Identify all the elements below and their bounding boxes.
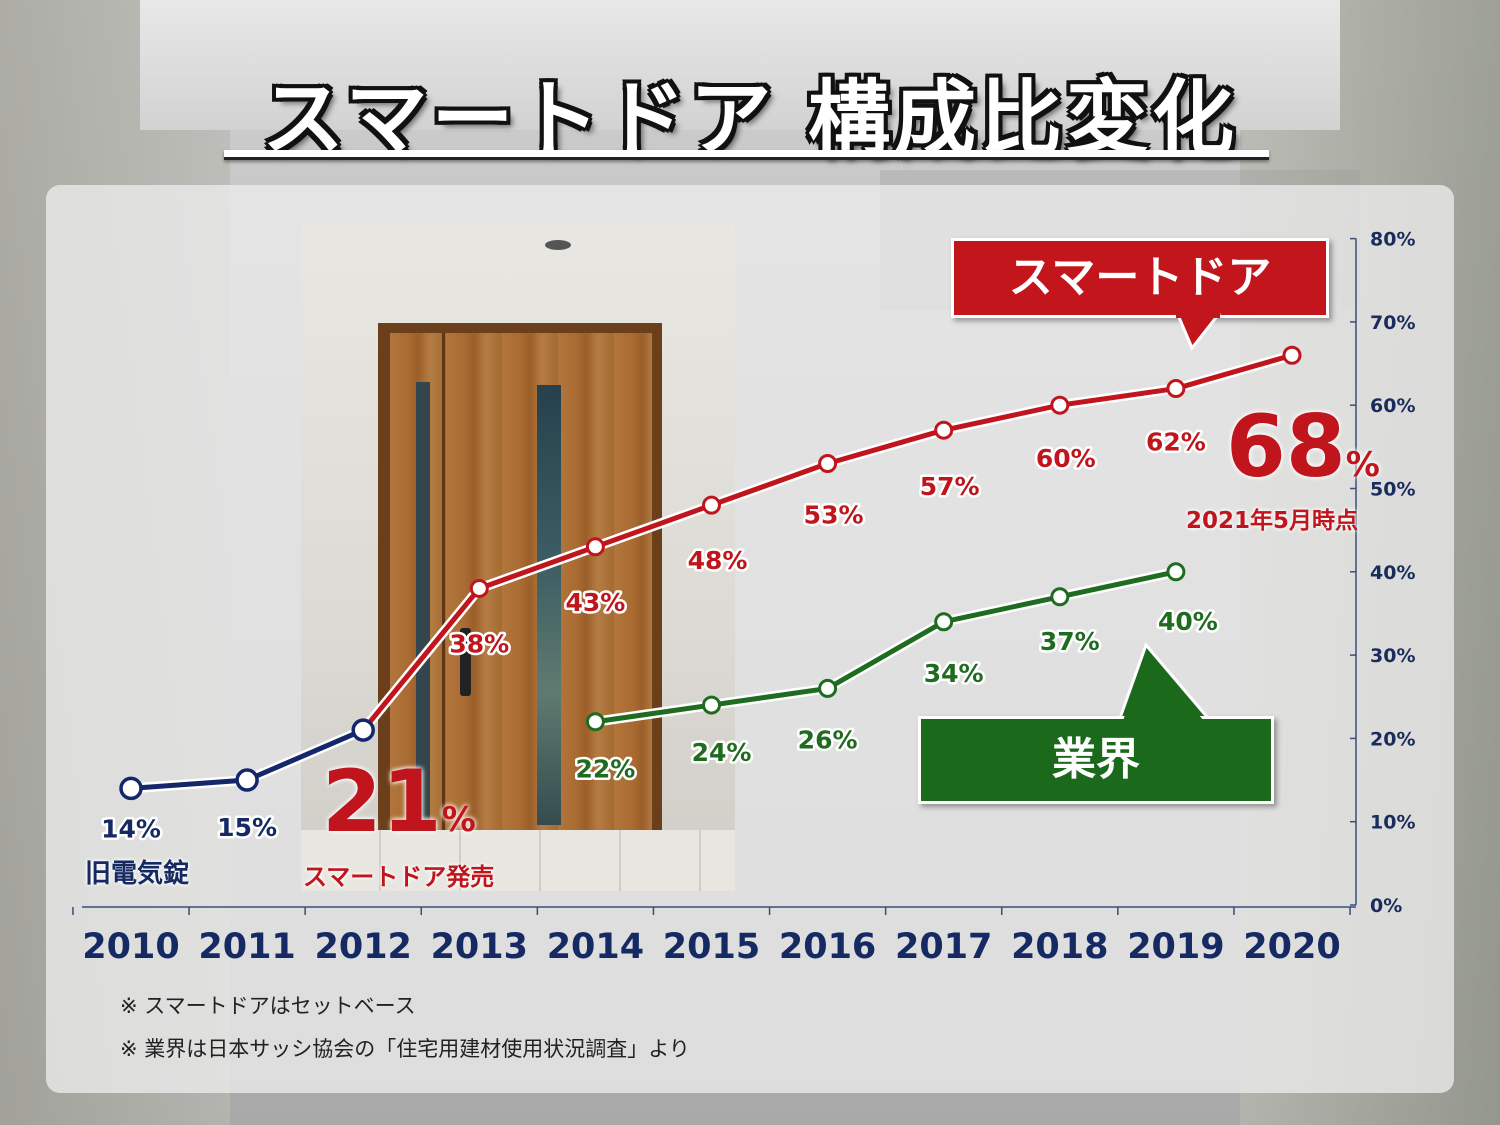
launch-unit: %: [441, 800, 476, 840]
data-label: 48%: [688, 546, 748, 575]
y-tick-label: 0%: [1370, 895, 1402, 917]
footnote-1: ※ スマートドアはセットベース: [120, 994, 416, 1018]
data-point: [585, 712, 605, 732]
industry-callout: 業界: [918, 716, 1274, 804]
door-split: [442, 333, 445, 831]
door-handle: [460, 628, 471, 696]
data-point: [1050, 395, 1070, 415]
data-label: 57%: [920, 472, 980, 501]
latest-label: 2021年5月時点: [1186, 508, 1359, 534]
data-point: [351, 718, 375, 742]
data-label: 34%: [924, 659, 984, 688]
series-line-2: [595, 569, 1177, 725]
y-tick-label: 40%: [1370, 562, 1415, 584]
door-floor-tiles: [301, 830, 735, 891]
data-label: 43%: [565, 588, 625, 617]
y-tick-label: 50%: [1370, 479, 1415, 501]
ceiling-light-icon: [545, 240, 571, 250]
data-point: [235, 768, 259, 792]
data-point: [585, 537, 605, 557]
data-point: [934, 420, 954, 440]
data-point: [1050, 587, 1070, 607]
data-label: 53%: [804, 501, 864, 530]
series-line-1: [361, 352, 1293, 732]
data-point: [469, 578, 489, 598]
background-house: [140, 0, 1340, 130]
data-label: 14%: [101, 814, 161, 843]
latest-unit: %: [1345, 445, 1380, 485]
series-line-halo: [359, 350, 1294, 734]
door-panel: [390, 333, 652, 831]
x-tick-label: 2016: [779, 927, 876, 967]
title-underline: [224, 150, 1269, 160]
x-tick-label: 2014: [547, 927, 644, 967]
data-label: 38%: [449, 629, 509, 658]
data-label: 22%: [575, 755, 635, 784]
latest-number: 68: [1226, 397, 1346, 497]
data-point: [702, 495, 721, 515]
launch-number: 21: [322, 752, 442, 852]
industry-callout-text: 業界: [1052, 734, 1140, 785]
x-tick-label: 2013: [431, 927, 528, 967]
data-label: 24%: [692, 738, 752, 767]
door-glass-right: [537, 385, 561, 825]
data-label: 15%: [217, 813, 277, 842]
data-point: [934, 612, 954, 632]
data-point: [818, 454, 838, 474]
data-label: 62%: [1146, 428, 1206, 457]
x-tick-label: 2019: [1127, 927, 1224, 967]
x-tick-label: 2010: [82, 927, 179, 967]
data-label: 60%: [1036, 444, 1096, 473]
smartdoor-callout: スマートドア: [951, 238, 1329, 318]
x-tick-label: 2020: [1243, 927, 1340, 967]
data-point: [119, 776, 143, 801]
launch-label: スマートドア発売: [303, 863, 495, 891]
data-point: [818, 678, 838, 698]
door-glass-left: [416, 382, 430, 827]
smartdoor-callout-text: スマートドア: [1008, 252, 1272, 303]
data-point: [1166, 379, 1186, 399]
x-tick-label: 2015: [663, 927, 760, 967]
y-tick-label: 60%: [1370, 395, 1415, 417]
launch-value: 21%: [322, 752, 476, 852]
y-tick-label: 20%: [1370, 728, 1415, 750]
y-tick-label: 70%: [1370, 312, 1415, 334]
x-tick-label: 2011: [198, 927, 295, 967]
data-label: 26%: [798, 725, 858, 754]
x-tick-label: 2012: [314, 927, 411, 967]
latest-value: 68%: [1226, 397, 1380, 497]
data-label: 40%: [1158, 607, 1218, 636]
footnote-2: ※ 業界は日本サッシ協会の「住宅用建材使用状況調査」より: [120, 1037, 690, 1061]
y-tick-label: 80%: [1370, 229, 1415, 251]
old-lock-label: 旧電気錠: [85, 859, 190, 889]
data-point: [1166, 562, 1186, 582]
data-point: [702, 695, 721, 715]
y-tick-label: 30%: [1370, 645, 1415, 667]
x-tick-label: 2017: [895, 927, 992, 967]
data-point: [1282, 345, 1302, 365]
x-tick-label: 2018: [1011, 927, 1108, 967]
y-tick-label: 10%: [1370, 812, 1415, 834]
data-label: 37%: [1040, 627, 1100, 656]
